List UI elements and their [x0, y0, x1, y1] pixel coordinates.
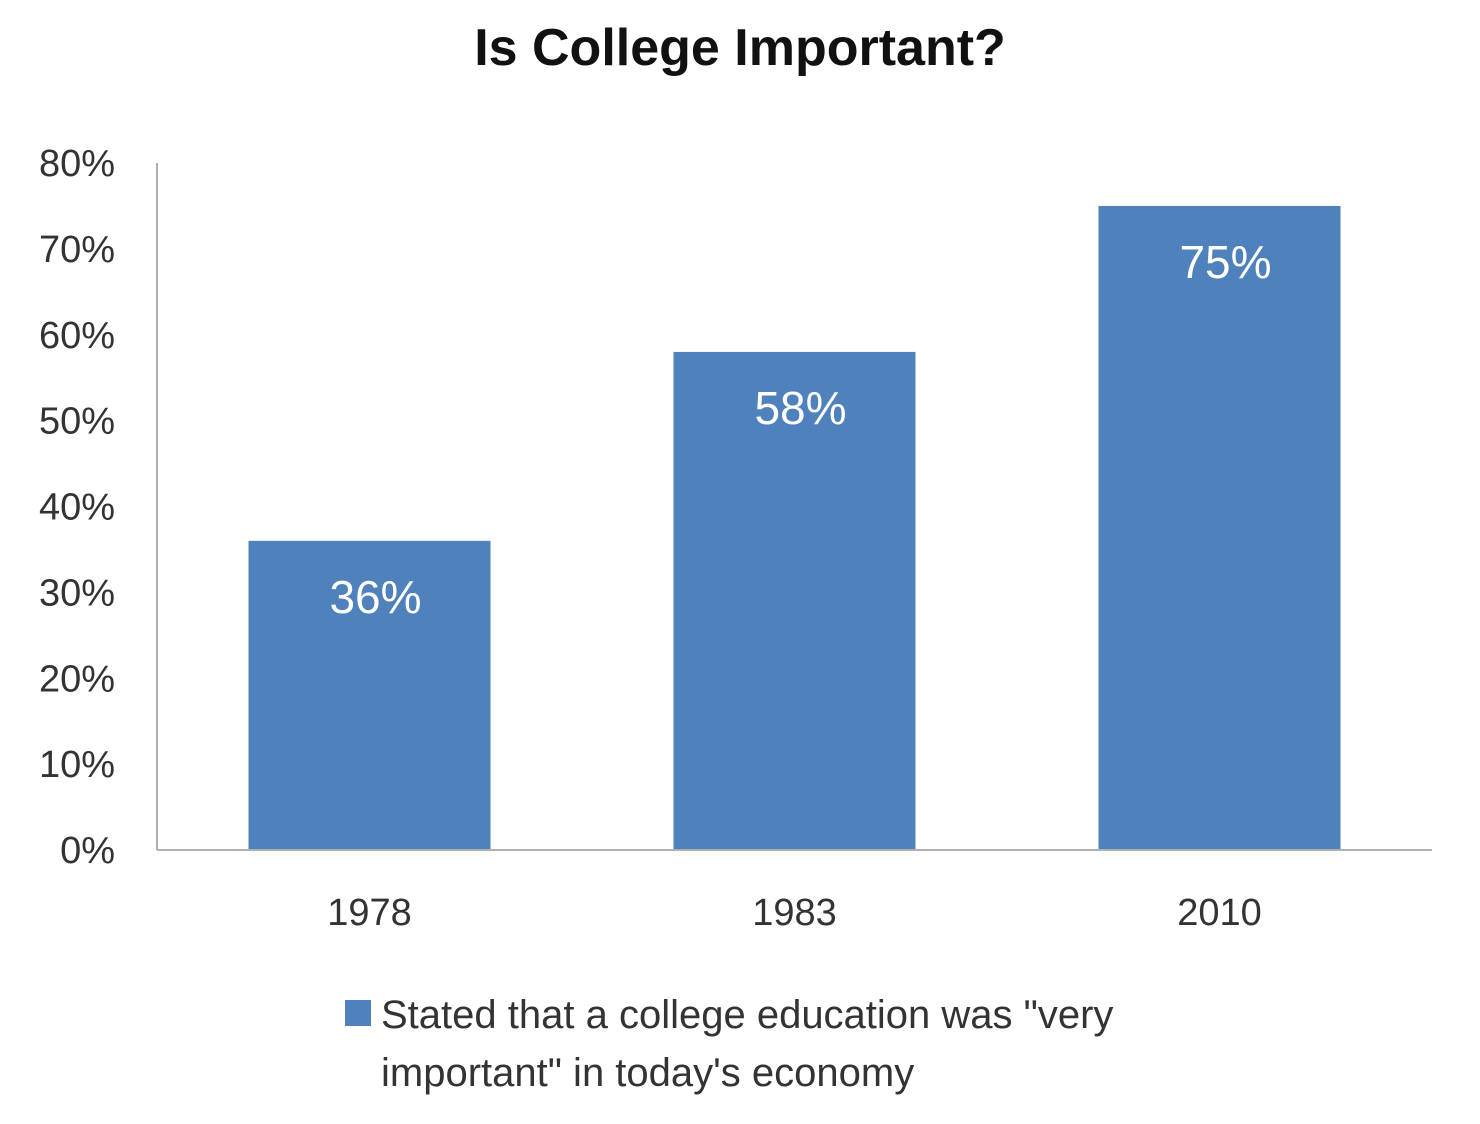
y-axis-ticks: 0% 10% 20% 30% 40% 50% 60% 70% 80%: [39, 143, 115, 872]
y-tick-label: 40%: [39, 487, 115, 529]
y-tick-label: 80%: [39, 143, 115, 185]
y-tick-label: 10%: [39, 744, 115, 786]
y-tick-label: 50%: [39, 401, 115, 443]
x-tick-label: 1978: [327, 892, 412, 934]
data-label-1978: 36%: [329, 571, 421, 623]
data-label-2010: 75%: [1179, 236, 1271, 288]
data-labels: 36% 58% 75%: [329, 236, 1271, 623]
bar-1983: [673, 351, 916, 850]
bar-2010: [1098, 205, 1341, 850]
legend-swatch: [345, 1000, 371, 1026]
legend: Stated that a college education was "ver…: [345, 986, 1225, 1102]
data-label-1983: 58%: [754, 382, 846, 434]
y-tick-label: 60%: [39, 315, 115, 357]
y-tick-label: 20%: [39, 658, 115, 700]
bar-1978: [248, 540, 491, 850]
chart-plot: 0% 10% 20% 30% 40% 50% 60% 70% 80% 36% 58% 75% 197…: [39, 143, 1432, 934]
y-tick-label: 30%: [39, 572, 115, 614]
x-axis-ticks: 1978 1983 2010: [327, 892, 1262, 934]
legend-label: Stated that a college education was "ver…: [381, 993, 1114, 1095]
x-tick-label: 2010: [1177, 892, 1262, 934]
y-tick-label: 0%: [60, 830, 115, 872]
x-tick-label: 1983: [752, 892, 837, 934]
chart-title: Is College Important?: [474, 19, 1006, 77]
bars: [248, 205, 1341, 850]
y-tick-label: 70%: [39, 229, 115, 271]
